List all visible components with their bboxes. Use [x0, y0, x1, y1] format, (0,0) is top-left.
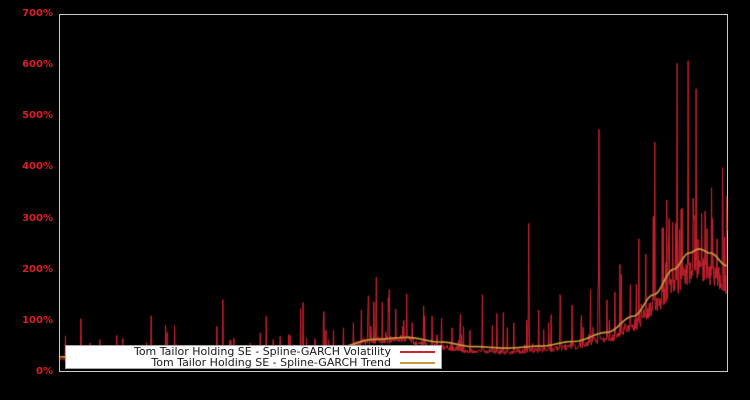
y-tick-label-700: 700%: [22, 8, 53, 19]
y-tick-label-500: 500%: [22, 110, 53, 122]
volatility-line-swatch: [400, 350, 435, 353]
legend-row-trend: Tom Tailor Holding SE - Spline-GARCH Tre…: [66, 356, 441, 369]
y-tick-label-600: 600%: [22, 59, 53, 71]
y-tick-label-200: 200%: [22, 263, 53, 275]
y-tick-label-400: 400%: [22, 161, 53, 173]
y-tick-label-100: 100%: [22, 314, 53, 326]
legend-label-trend: Tom Tailor Holding SE - Spline-GARCH Tre…: [151, 356, 391, 369]
legend-row-volatility: Tom Tailor Holding SE - Spline-GARCH Vol…: [66, 345, 441, 358]
y-tick-label-0: 0%: [36, 366, 53, 377]
y-tick-label-300: 300%: [22, 212, 53, 224]
volatility-chart-canvas: [60, 15, 728, 371]
trend-line-swatch: [400, 361, 435, 364]
legend-label-volatility: Tom Tailor Holding SE - Spline-GARCH Vol…: [133, 345, 391, 358]
legend: Tom Tailor Holding SE - Spline-GARCH Vol…: [65, 345, 442, 369]
